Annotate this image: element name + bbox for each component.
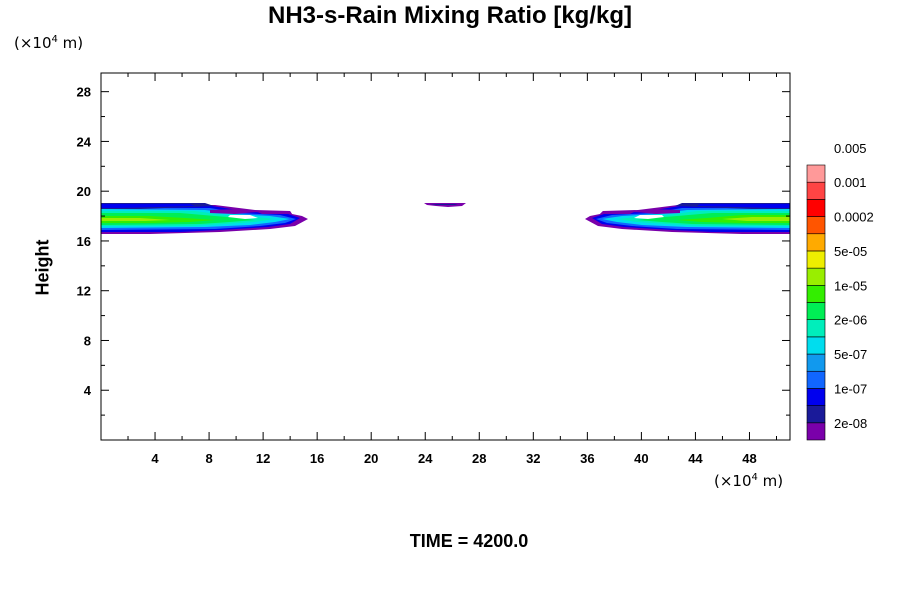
plot-frame <box>100 72 791 441</box>
chart-title: NH3-s-Rain Mixing Ratio [kg/kg] <box>267 2 633 29</box>
y-tick-label: 20 <box>77 184 91 199</box>
y-tick-label: 12 <box>77 284 91 299</box>
colorbar-swatch <box>806 250 826 269</box>
x-axis-unit: (×104 m) <box>714 472 784 490</box>
colorbar-label: 0.0002 <box>834 210 874 225</box>
y-tick-label: 24 <box>77 134 92 149</box>
colorbar-swatch <box>806 405 826 424</box>
colorbar-label: 5e-07 <box>834 347 867 362</box>
colorbar-label: 0.005 <box>834 141 867 156</box>
colorbar-swatch <box>806 233 826 252</box>
y-tick-label: 28 <box>77 85 91 100</box>
x-tick-label: 16 <box>310 451 324 466</box>
x-tick-label: 40 <box>634 451 648 466</box>
x-tick-label: 24 <box>418 451 433 466</box>
colorbar-label: 5e-05 <box>834 244 867 259</box>
x-tick-label: 36 <box>580 451 594 466</box>
colorbar-swatch <box>806 216 826 235</box>
colorbar-label: 1e-05 <box>834 278 867 293</box>
colorbar-swatch <box>806 319 826 338</box>
x-tick-label: 44 <box>688 451 703 466</box>
y-tick-label: 16 <box>77 234 91 249</box>
colorbar-label: 0.001 <box>834 175 867 190</box>
x-tick-label: 28 <box>472 451 486 466</box>
y-tick-label: 8 <box>84 333 91 348</box>
colorbar-swatch <box>806 370 826 389</box>
plot-background <box>101 73 790 440</box>
colorbar-swatch <box>806 181 826 200</box>
colorbar-swatch <box>806 336 826 355</box>
colorbar-swatch <box>806 199 826 217</box>
center-patch <box>424 203 466 207</box>
colorbar-swatch <box>806 353 826 372</box>
x-tick-label: 32 <box>526 451 540 466</box>
contour-field <box>101 203 790 234</box>
x-tick-label: 48 <box>742 451 756 466</box>
colorbar-label: 2e-06 <box>834 313 867 328</box>
colorbar-swatch <box>806 267 826 286</box>
colorbar-swatch <box>806 302 826 320</box>
time-label: TIME = 4200.0 <box>409 531 529 551</box>
colorbar-label: 1e-07 <box>834 381 867 396</box>
colorbar-swatch <box>806 388 826 406</box>
x-tick-label: 4 <box>151 451 159 466</box>
y-axis-unit: (×104 m) <box>14 34 84 52</box>
left-cloud <box>101 203 308 234</box>
x-tick-label: 8 <box>205 451 212 466</box>
colorbar-swatch <box>806 422 826 441</box>
colorbar-swatch <box>806 285 826 303</box>
right-cloud <box>585 203 790 234</box>
colorbar: 2e-08 1e-07 5e-07 2e-06 1e-05 5e-05 0.0002 0.00… <box>806 141 874 441</box>
x-tick-label: 20 <box>364 451 378 466</box>
colorbar-swatch <box>806 164 826 183</box>
colorbar-label: 2e-08 <box>834 416 867 431</box>
x-tick-label: 12 <box>256 451 270 466</box>
y-tick-label: 4 <box>84 383 92 398</box>
